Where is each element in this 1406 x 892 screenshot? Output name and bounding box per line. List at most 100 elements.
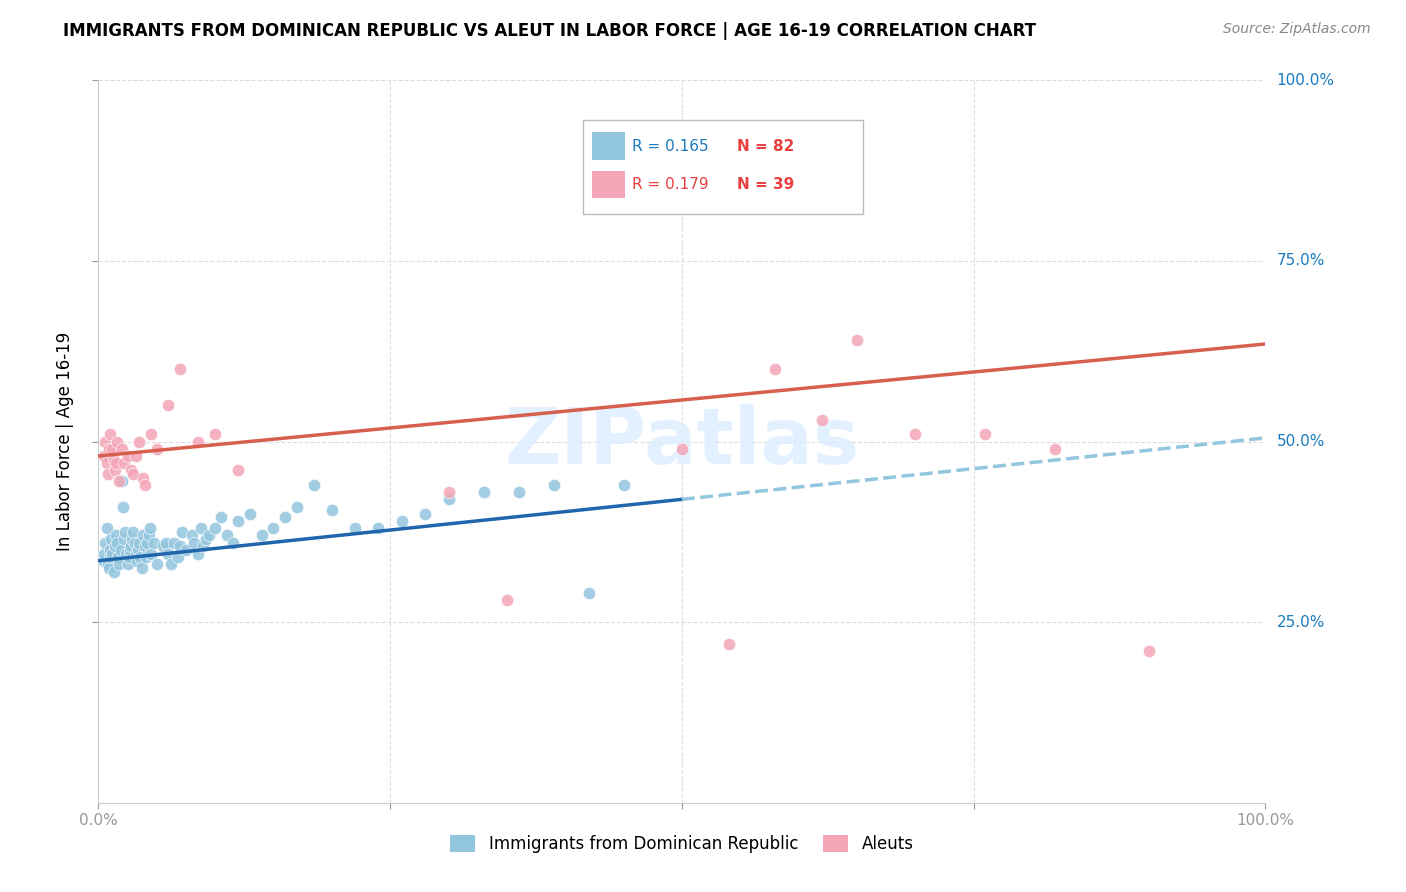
Point bbox=[344, 521, 367, 535]
Point bbox=[198, 528, 221, 542]
Point bbox=[613, 478, 636, 492]
Y-axis label: In Labor Force | Age 16-19: In Labor Force | Age 16-19 bbox=[56, 332, 75, 551]
Point bbox=[101, 442, 124, 456]
Point bbox=[274, 510, 297, 524]
Point bbox=[146, 442, 169, 456]
Point bbox=[1137, 644, 1160, 658]
Point bbox=[107, 550, 129, 565]
Point bbox=[111, 442, 134, 456]
Point bbox=[128, 434, 150, 449]
Point bbox=[108, 558, 131, 572]
Bar bbox=[592, 170, 624, 198]
Point bbox=[262, 521, 284, 535]
Point bbox=[239, 507, 262, 521]
Point bbox=[157, 398, 180, 412]
Point bbox=[215, 528, 238, 542]
Point bbox=[131, 561, 153, 575]
Point bbox=[96, 456, 118, 470]
Point bbox=[169, 362, 191, 376]
Point bbox=[183, 535, 205, 549]
Point bbox=[97, 561, 120, 575]
Point bbox=[124, 535, 146, 549]
Text: ZIPatlas: ZIPatlas bbox=[505, 403, 859, 480]
Point bbox=[98, 427, 121, 442]
Point bbox=[811, 413, 834, 427]
Point bbox=[132, 528, 155, 542]
Point bbox=[111, 500, 134, 514]
Point bbox=[193, 539, 215, 553]
Point bbox=[132, 470, 155, 484]
Point bbox=[134, 539, 156, 553]
Point bbox=[114, 524, 136, 539]
Point bbox=[125, 554, 148, 568]
Point bbox=[846, 334, 869, 348]
Point bbox=[228, 514, 250, 528]
Point bbox=[174, 542, 197, 557]
Text: 25.0%: 25.0% bbox=[1277, 615, 1324, 630]
Text: R = 0.179: R = 0.179 bbox=[631, 177, 709, 192]
Point bbox=[98, 542, 121, 557]
Point bbox=[194, 532, 217, 546]
Point bbox=[103, 452, 125, 467]
Point bbox=[187, 434, 209, 449]
Point bbox=[974, 427, 997, 442]
Point bbox=[139, 521, 162, 535]
Text: Source: ZipAtlas.com: Source: ZipAtlas.com bbox=[1223, 22, 1371, 37]
Point bbox=[187, 547, 209, 561]
Point bbox=[508, 485, 530, 500]
Point bbox=[138, 528, 160, 542]
Point bbox=[117, 449, 139, 463]
Point bbox=[135, 550, 157, 565]
Point bbox=[100, 532, 122, 546]
Text: 75.0%: 75.0% bbox=[1277, 253, 1324, 268]
Point bbox=[472, 485, 495, 500]
Point bbox=[163, 535, 186, 549]
Point bbox=[391, 514, 413, 528]
Point bbox=[904, 427, 927, 442]
Point bbox=[121, 532, 143, 546]
Point bbox=[98, 550, 121, 565]
Point bbox=[169, 539, 191, 553]
Point bbox=[101, 547, 124, 561]
Point bbox=[94, 434, 117, 449]
Point bbox=[190, 521, 212, 535]
Point bbox=[125, 449, 148, 463]
Point bbox=[321, 503, 343, 517]
Point bbox=[437, 492, 460, 507]
Point bbox=[496, 593, 519, 607]
Text: 50.0%: 50.0% bbox=[1277, 434, 1324, 449]
Point bbox=[250, 528, 273, 542]
Point bbox=[103, 565, 125, 579]
Point bbox=[115, 547, 138, 561]
Point bbox=[139, 547, 162, 561]
Point bbox=[143, 535, 166, 549]
Point bbox=[367, 521, 389, 535]
Point bbox=[128, 535, 150, 549]
Text: N = 39: N = 39 bbox=[737, 177, 794, 192]
Point bbox=[117, 558, 139, 572]
Point bbox=[204, 427, 226, 442]
Point bbox=[112, 456, 135, 470]
Text: IMMIGRANTS FROM DOMINICAN REPUBLIC VS ALEUT IN LABOR FORCE | AGE 16-19 CORRELATI: IMMIGRANTS FROM DOMINICAN REPUBLIC VS AL… bbox=[63, 22, 1036, 40]
Point bbox=[437, 485, 460, 500]
Point bbox=[104, 463, 127, 477]
Text: R = 0.165: R = 0.165 bbox=[631, 138, 709, 153]
Legend: Immigrants from Dominican Republic, Aleuts: Immigrants from Dominican Republic, Aleu… bbox=[444, 828, 920, 860]
Point bbox=[96, 521, 118, 535]
Point bbox=[105, 535, 128, 549]
Point bbox=[112, 532, 135, 546]
Point bbox=[93, 547, 115, 561]
Point bbox=[155, 535, 177, 549]
Point bbox=[152, 539, 174, 553]
Point bbox=[97, 558, 120, 572]
Point bbox=[122, 467, 145, 481]
Point bbox=[763, 362, 786, 376]
Point bbox=[105, 434, 128, 449]
Point bbox=[204, 521, 226, 535]
Point bbox=[159, 558, 181, 572]
Point bbox=[578, 586, 600, 600]
Point bbox=[221, 535, 243, 549]
Point bbox=[127, 542, 149, 557]
Point bbox=[97, 442, 120, 456]
Point bbox=[139, 427, 162, 442]
